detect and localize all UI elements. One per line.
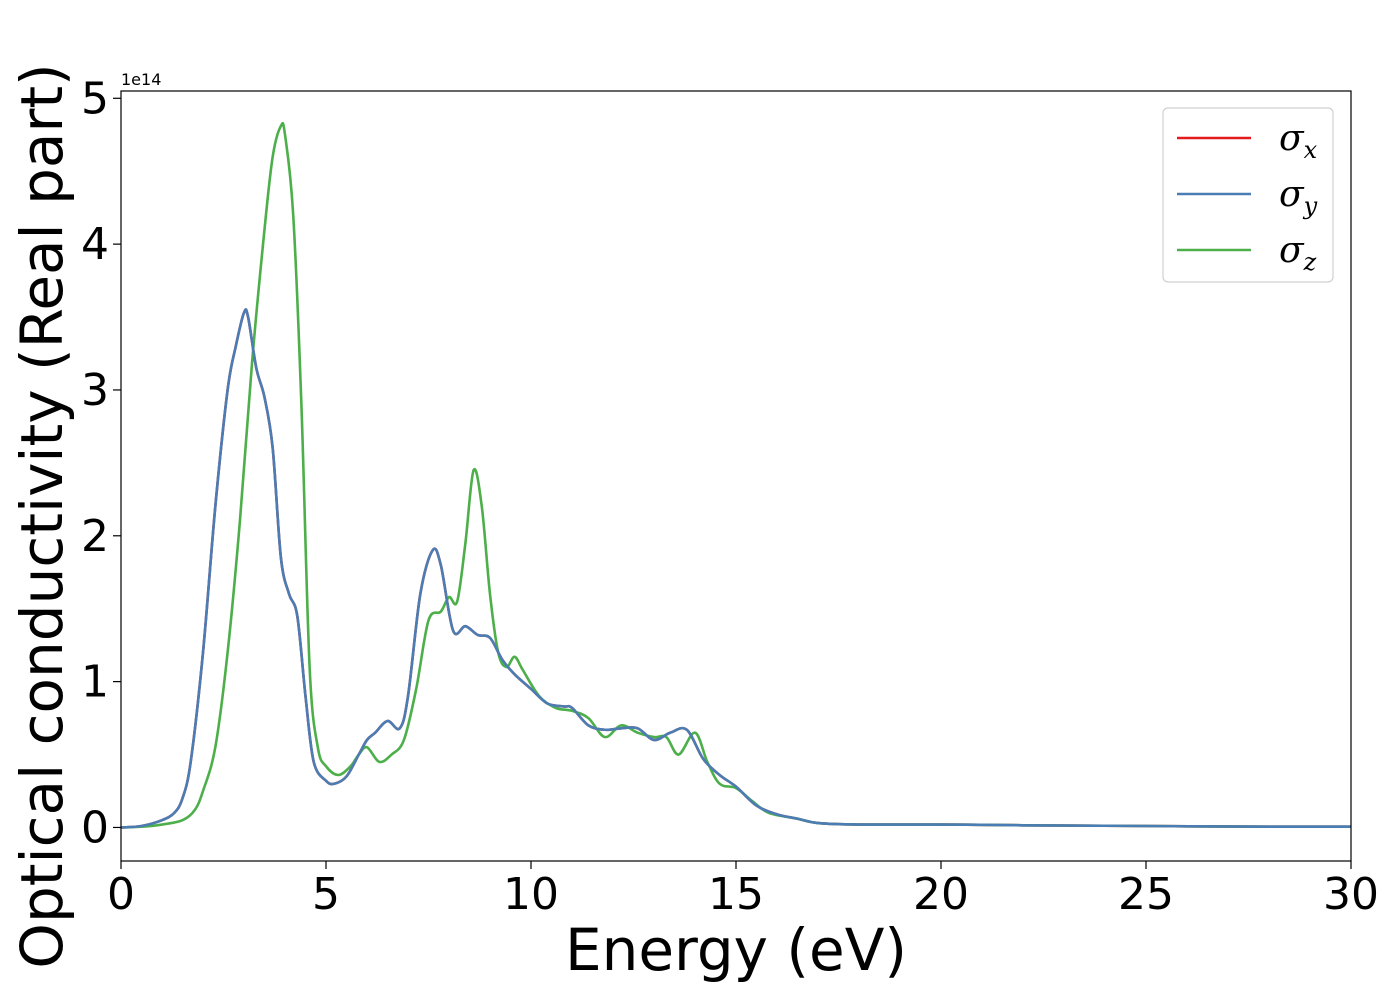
y-tick-label: 2 <box>81 511 109 562</box>
x-tick-label: 20 <box>913 869 969 920</box>
y-tick-label: 5 <box>81 73 109 124</box>
legend-item-x: σx <box>1177 118 1318 164</box>
series-line-y <box>121 308 1351 829</box>
y-offset-text: 1e14 <box>121 70 161 89</box>
y-tick-label: 3 <box>81 365 109 416</box>
x-tick-label: 5 <box>312 869 340 920</box>
legend-label: σx <box>1279 118 1318 164</box>
x-tick-label: 0 <box>107 869 135 920</box>
legend-item-y: σy <box>1177 174 1318 220</box>
x-tick-label: 25 <box>1118 869 1174 920</box>
ticks: 0 5 10 15 20 25 30 0 1 2 3 4 5 <box>81 73 1379 920</box>
plot-area <box>121 121 1351 829</box>
y-axis-label: Optical conductivity (Real part) <box>8 63 76 968</box>
legend: σx σy σz <box>1162 107 1334 283</box>
y-tick-label: 1 <box>81 657 109 708</box>
y-tick-label: 0 <box>81 802 109 853</box>
legend-label: σy <box>1279 174 1318 220</box>
legend-item-z: σz <box>1177 230 1317 276</box>
x-tick-label: 10 <box>503 869 559 920</box>
legend-label: σz <box>1279 230 1317 276</box>
y-tick-label: 4 <box>81 219 109 270</box>
x-tick-label: 30 <box>1323 869 1379 920</box>
x-axis-label: Energy (eV) <box>565 916 907 984</box>
x-tick-label: 15 <box>708 869 764 920</box>
